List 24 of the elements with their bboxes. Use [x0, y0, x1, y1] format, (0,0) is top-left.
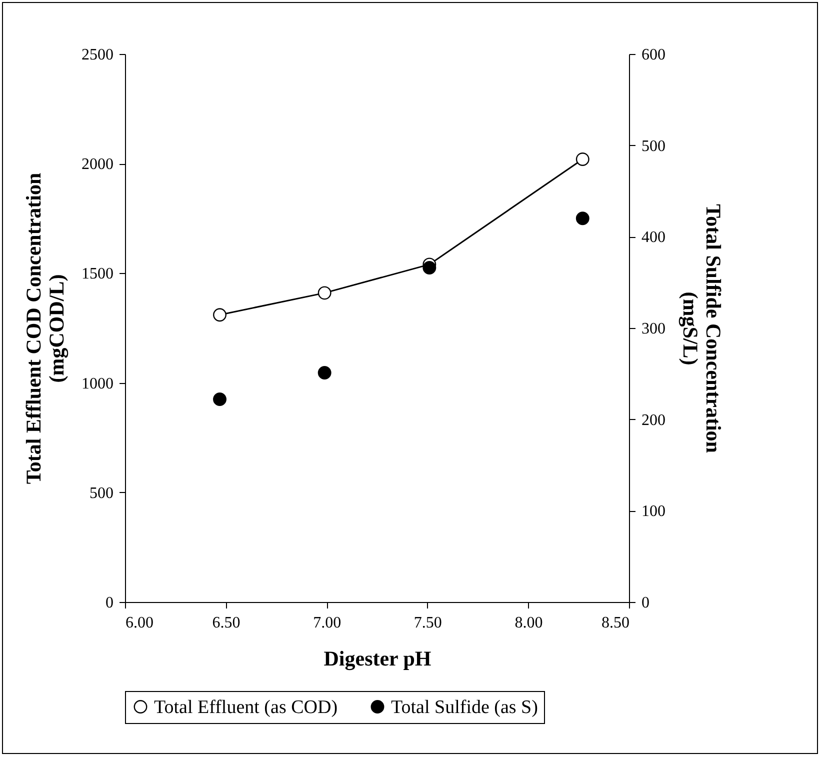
x-tick-label: 8.50: [602, 614, 630, 632]
y2-tick-label: 0: [642, 594, 650, 612]
y-tick-label: 0: [106, 594, 114, 612]
y2-axis-title: Total Sulfide Concentration (mgS/L): [678, 204, 726, 454]
legend-label: Total Sulfide (as S): [391, 696, 538, 718]
y-tick-label: 2500: [82, 46, 114, 64]
y2-tick-label: 300: [642, 320, 666, 338]
legend-label: Total Effluent (as COD): [154, 696, 338, 718]
x-tick-label: 6.50: [212, 614, 240, 632]
y-axis-title: Total Effluent COD Concentration (mgCOD/L): [22, 172, 68, 484]
x-tick-label: 8.00: [514, 614, 543, 632]
y2-tick-label: 400: [642, 229, 666, 246]
x-tick-label: 7.50: [414, 614, 442, 632]
x-tick-label: 6.00: [126, 614, 154, 632]
x-axis-title: Digester pH: [324, 646, 432, 670]
y2-tick-label: 100: [642, 503, 666, 520]
y2-tick-label: 200: [642, 412, 666, 429]
x-tick-label: 7.00: [313, 614, 342, 632]
y2-tick-label: 500: [642, 138, 666, 155]
y-tick-label: 1500: [82, 266, 114, 283]
y-tick-label: 2000: [82, 156, 114, 174]
y2-tick-label: 600: [642, 46, 666, 64]
y-tick-label: 500: [90, 484, 114, 502]
y-tick-label: 1000: [82, 375, 114, 392]
